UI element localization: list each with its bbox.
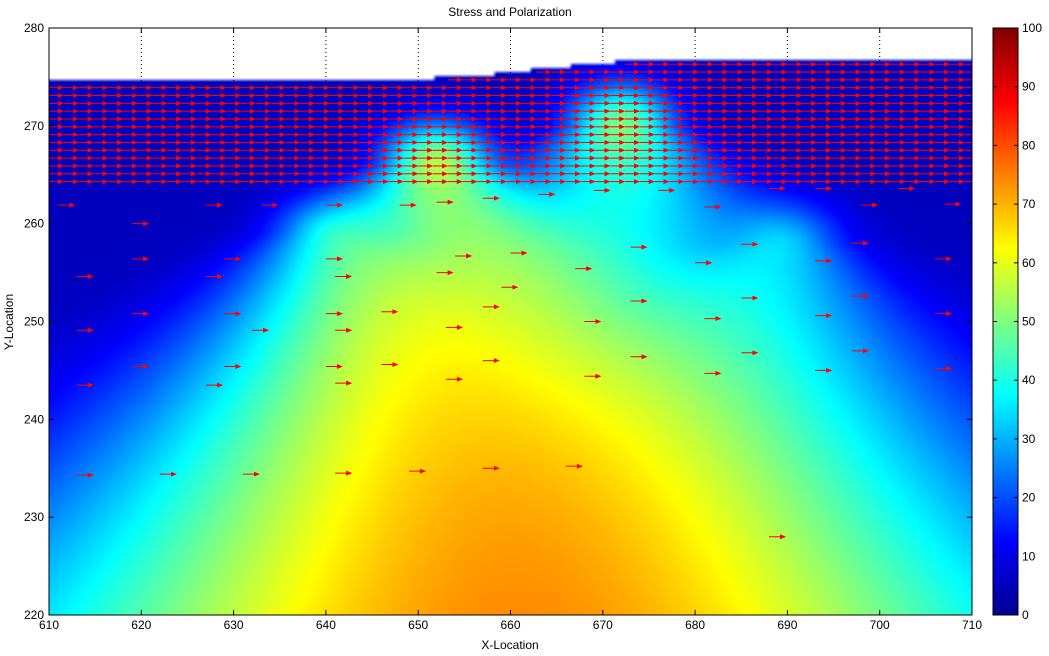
polarization-arrows <box>49 61 972 540</box>
x-tick-label: 620 <box>131 618 151 632</box>
chart-title: Stress and Polarization <box>448 5 571 19</box>
colorbar-tick-label: 70 <box>1022 197 1036 211</box>
x-tick-label: 660 <box>500 618 520 632</box>
colorbar-tick-label: 0 <box>1022 608 1029 622</box>
colorbar-tick-label: 50 <box>1022 315 1036 329</box>
colorbar-tick-label: 30 <box>1022 432 1036 446</box>
colorbar-tick-label: 60 <box>1022 256 1036 270</box>
colorbar-tick-label: 40 <box>1022 373 1036 387</box>
y-tick-label: 250 <box>24 315 44 329</box>
y-tick-label: 280 <box>24 21 44 35</box>
y-tick-label: 230 <box>24 510 44 524</box>
colorbar-tick-label: 10 <box>1022 549 1036 563</box>
x-axis-label: X-Location <box>481 638 538 652</box>
colorbar-tick-label: 100 <box>1022 21 1042 35</box>
y-axis-label: Y-Location <box>2 294 16 350</box>
colorbar-tick-label: 90 <box>1022 80 1036 94</box>
colorbar: 0 10 20 30 40 50 60 70 80 90 100 <box>992 21 1042 622</box>
colorbar-tick-label: 20 <box>1022 491 1036 505</box>
stress-heatmap <box>49 28 972 615</box>
x-tick-label: 610 <box>39 618 59 632</box>
x-tick-label: 710 <box>962 618 982 632</box>
x-tick-label: 700 <box>870 618 890 632</box>
x-tick-label: 670 <box>593 618 613 632</box>
x-tick-label: 680 <box>685 618 705 632</box>
y-tick-label: 260 <box>24 217 44 231</box>
y-tick-label: 270 <box>24 119 44 133</box>
colorbar-gradient <box>992 27 1019 616</box>
x-tick-label: 690 <box>777 618 797 632</box>
x-tick-label: 650 <box>408 618 428 632</box>
colorbar-tick-label: 80 <box>1022 138 1036 152</box>
x-tick-label: 630 <box>224 618 244 632</box>
x-tick-label: 640 <box>316 618 336 632</box>
y-tick-label: 220 <box>24 608 44 622</box>
colorbar-ticks: 0 10 20 30 40 50 60 70 80 90 100 <box>993 21 1042 622</box>
y-tick-label: 240 <box>24 412 44 426</box>
x-axis-ticks: 610 620 630 640 650 660 670 680 690 700 710 <box>39 28 982 632</box>
y-axis-ticks: 220 230 240 250 260 270 280 <box>24 21 972 622</box>
